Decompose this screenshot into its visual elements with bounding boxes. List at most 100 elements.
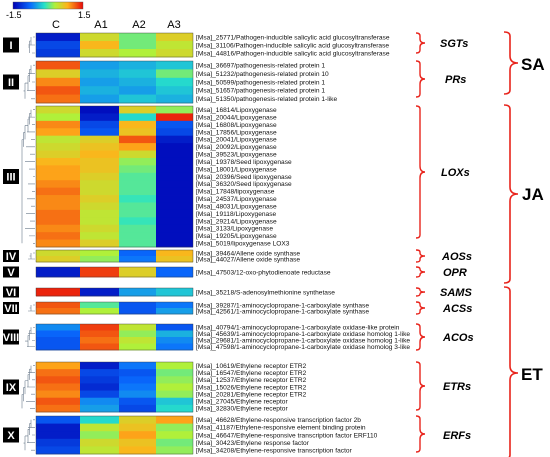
family-label-aoss: AOSs — [441, 251, 472, 263]
gene-label: [Msa]_46647/Ethylene-responsive transcri… — [196, 432, 378, 439]
heatmap-cell — [156, 416, 193, 424]
heatmap-cell — [156, 404, 193, 413]
group-label-box — [3, 302, 19, 314]
heatmap-cell — [119, 41, 156, 50]
heatmap-cell — [36, 209, 80, 218]
colorbar-max-label: 1.5 — [78, 10, 91, 20]
heatmap-cell — [80, 383, 119, 391]
heatmap-cell — [156, 180, 193, 189]
heatmap-cell — [119, 209, 156, 218]
heatmap-cell — [80, 330, 119, 338]
group-label-box — [3, 379, 19, 395]
heatmap-cell — [80, 267, 119, 278]
heatmap-cell — [80, 446, 119, 455]
heatmap-cell — [156, 172, 193, 181]
dendrogram — [21, 109, 35, 244]
heatmap-cell — [36, 343, 80, 351]
heatmap-cell — [119, 120, 156, 129]
heatmap-cell — [119, 195, 156, 203]
pathway-labels: SA JA ET — [521, 55, 545, 384]
heatmap-cell — [156, 267, 193, 278]
family-label-sams: SAMS — [440, 287, 472, 299]
heatmap-cell — [80, 369, 119, 377]
heatmap-cell — [36, 77, 80, 87]
pathway-bracket-et — [503, 286, 519, 457]
heatmap-cell — [80, 113, 119, 122]
heatmap-cell — [119, 217, 156, 226]
gene-label: [Msa]_19205/Lipoxygenase — [196, 233, 277, 240]
heatmap-cell — [36, 337, 80, 344]
heatmap-cell — [80, 106, 119, 114]
heatmap-cell — [156, 128, 193, 137]
heatmap-cell — [156, 337, 193, 344]
heatmap-cell — [119, 256, 156, 263]
gene-label: [Msa]_44027/Allene oxide synthase — [196, 256, 300, 263]
heatmap-cell — [36, 86, 80, 95]
heatmap-cell — [156, 369, 193, 377]
heatmap-cell — [156, 288, 193, 297]
column-headers: C A1 A2 A3 — [52, 19, 181, 31]
heatmap-cell — [36, 202, 80, 211]
heatmap-cell — [36, 187, 80, 196]
heatmap-cell — [80, 135, 119, 144]
heatmap-cell — [156, 390, 193, 399]
gene-label: [Msa]_51232/pathogenesis-related protein… — [196, 71, 329, 78]
heatmap-cell — [80, 49, 119, 58]
heatmap-cell — [36, 106, 80, 114]
group-label: III — [6, 172, 15, 184]
group-label: X — [7, 430, 15, 442]
heatmap-cell — [80, 438, 119, 447]
colorbar-min-label: -1.5 — [6, 10, 22, 20]
heatmap-cell — [80, 94, 119, 104]
heatmap-cell — [36, 308, 80, 315]
gene-label: [Msa]_46628/Ethylene-responsive transcri… — [196, 417, 361, 424]
heatmap-cell — [156, 324, 193, 331]
gene-label: [Msa]_20044/Lipoxygenase — [196, 114, 277, 121]
heatmap-cell — [80, 150, 119, 159]
heatmap-cell — [156, 308, 193, 315]
gene-label: [Msa]_27045/Ethylene receptor — [196, 399, 288, 406]
heatmap-cell — [119, 49, 156, 58]
heatmap-cell — [36, 250, 80, 257]
heatmap-cell — [36, 390, 80, 399]
heatmap-cell — [119, 135, 156, 144]
gene-label: [Msa]_17848/lipoxygenase — [196, 189, 275, 196]
heatmap-cell — [36, 330, 80, 338]
heatmap-cell — [119, 157, 156, 166]
gene-label: [Msa]_51350/pathogenesis-related protein… — [196, 96, 337, 103]
heatmap-cell — [80, 390, 119, 399]
heatmap-cell — [80, 69, 119, 79]
heatmap-cell — [36, 302, 80, 309]
heatmap-cell — [119, 302, 156, 309]
group-label: IV — [6, 251, 17, 263]
group-label-box — [3, 329, 19, 345]
group-label: VII — [4, 303, 17, 315]
group-label: V — [7, 267, 15, 279]
column-header-a2: A2 — [132, 19, 145, 31]
panel-outline — [35, 32, 194, 58]
heatmap-cell — [119, 369, 156, 377]
group-vi: VI [Msa]_35218/S-adenosylmethionine synth… — [3, 286, 335, 299]
heatmap-cell — [80, 404, 119, 413]
family-bracket-sams — [415, 287, 426, 297]
family-bracket-prs — [415, 60, 426, 98]
heatmap-cell — [80, 256, 119, 263]
heatmap-cell — [36, 61, 80, 70]
heatmap-cell — [119, 165, 156, 174]
heatmap-cell — [80, 288, 119, 297]
heatmap-cell — [36, 431, 80, 440]
heatmap-cell — [119, 143, 156, 151]
panel-outline — [35, 301, 194, 315]
panel-outline — [35, 323, 194, 351]
pathway-brackets — [503, 31, 519, 457]
gene-label: [Msa]_30423/Ethylene response factor — [196, 440, 310, 447]
heatmap-cell — [119, 431, 156, 440]
family-labels: SGTs PRs LOXs AOSs OPR SAMS ACSs ACOs ET… — [440, 38, 474, 442]
heatmap-cell — [119, 438, 156, 447]
heatmap-cell — [156, 49, 193, 58]
heatmap-cell — [119, 343, 156, 351]
family-label-etrs: ETRs — [443, 381, 471, 393]
heatmap-cell — [156, 195, 193, 203]
pathway-bracket-ja — [503, 104, 519, 284]
panel-outline — [35, 60, 194, 104]
